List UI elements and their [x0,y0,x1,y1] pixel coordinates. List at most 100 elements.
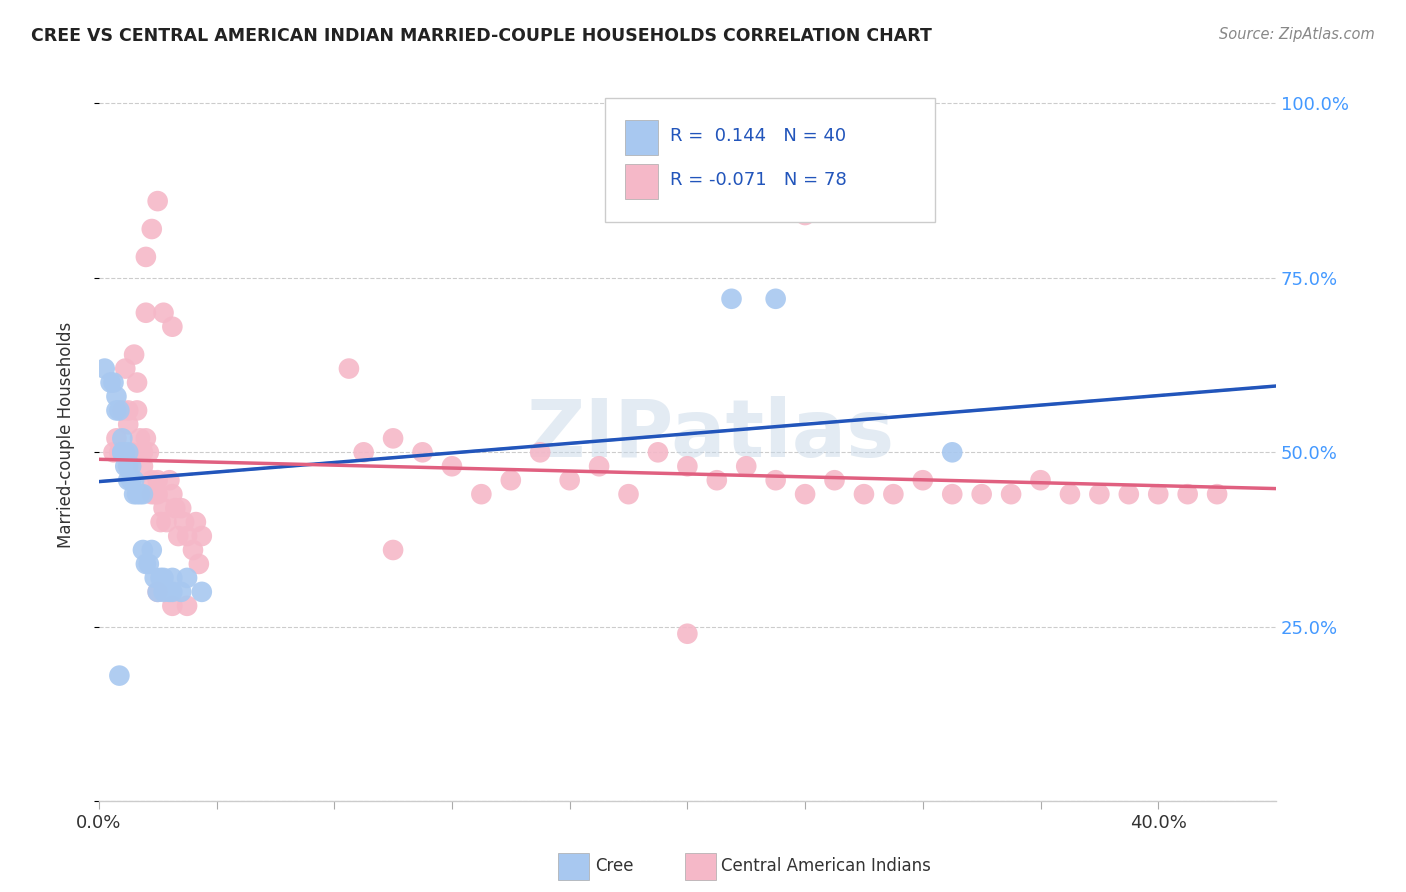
Point [765,473,787,487]
Point [105,431,128,445]
Point [152,306,174,320]
Point [173,515,195,529]
Point [111,445,134,459]
Point [162,487,184,501]
Point [706,473,728,487]
Point [135,557,157,571]
Point [108,668,131,682]
Point [882,487,904,501]
Point [1000,487,1022,501]
Point [122,487,145,501]
Point [353,445,375,459]
Point [132,459,155,474]
Point [120,445,142,459]
Point [184,515,207,529]
Point [1177,487,1199,501]
Point [135,431,157,445]
Point [470,487,492,501]
Point [135,306,157,320]
Point [120,459,142,474]
Point [141,487,163,501]
Y-axis label: Married-couple Households: Married-couple Households [58,322,75,548]
Point [440,459,463,474]
Point [132,487,155,501]
Point [152,585,174,599]
Point [93,361,115,376]
Text: R = -0.071   N = 78: R = -0.071 N = 78 [669,171,846,189]
Point [135,250,157,264]
Point [1088,487,1111,501]
Point [499,473,522,487]
Point [852,487,875,501]
Point [1118,487,1140,501]
Point [382,543,405,558]
Point [337,361,360,376]
Point [162,319,184,334]
Point [141,543,163,558]
Point [108,445,131,459]
Point [588,459,610,474]
Point [114,445,136,459]
Point [152,571,174,585]
Point [162,599,184,613]
Point [141,222,163,236]
Point [122,473,145,487]
Point [143,487,166,501]
Point [141,473,163,487]
Point [117,459,139,474]
Point [794,487,817,501]
Point [676,459,699,474]
Text: Source: ZipAtlas.com: Source: ZipAtlas.com [1219,27,1375,42]
Point [105,389,128,403]
Point [108,403,131,417]
Point [132,445,155,459]
Point [162,585,184,599]
Point [129,431,152,445]
Point [129,487,152,501]
Point [911,473,934,487]
Point [191,529,214,543]
Point [100,376,122,390]
Point [103,445,125,459]
Point [165,501,187,516]
Point [117,445,139,459]
Point [794,208,817,222]
Point [176,529,198,543]
Text: ZIPatlas: ZIPatlas [527,396,896,474]
Point [617,487,640,501]
FancyBboxPatch shape [605,98,935,222]
Point [382,431,405,445]
Point [138,445,160,459]
Point [146,585,169,599]
Point [167,529,190,543]
Point [149,515,172,529]
Point [941,487,963,501]
Point [181,543,204,558]
Point [970,487,993,501]
Point [114,459,136,474]
Point [114,361,136,376]
Point [558,473,581,487]
Point [146,585,169,599]
Point [155,515,177,529]
Point [105,403,128,417]
Point [176,599,198,613]
Point [111,403,134,417]
Point [1059,487,1081,501]
Point [824,473,846,487]
Point [157,473,180,487]
Point [412,445,434,459]
Point [149,571,172,585]
Point [735,459,758,474]
Point [117,473,139,487]
Point [132,543,155,558]
Point [720,292,742,306]
Point [120,473,142,487]
Point [125,403,148,417]
Point [157,585,180,599]
Bar [626,120,658,155]
Point [765,292,787,306]
Text: R =  0.144   N = 40: R = 0.144 N = 40 [669,127,846,145]
Point [187,557,209,571]
Point [941,445,963,459]
